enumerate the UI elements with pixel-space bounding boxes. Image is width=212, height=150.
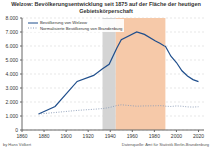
svg-text:1940: 1940 [105,133,116,139]
svg-text:6.000: 6.000 [8,43,18,49]
svg-text:1880: 1880 [38,133,49,139]
svg-text:1980: 1980 [149,133,160,139]
svg-text:1.000: 1.000 [8,113,18,119]
html-text:by Hans Völkert: by Hans Völkert [3,142,32,147]
svg-text:1960: 1960 [127,133,138,139]
svg-text:1900: 1900 [61,133,72,139]
svg-text:3.000: 3.000 [8,85,18,91]
svg-text:1920: 1920 [83,133,94,139]
svg-text:1860: 1860 [16,133,27,139]
html-text:Bevölkerung von Welzow: Bevölkerung von Welzow [40,20,87,25]
svg-text:2.000: 2.000 [8,99,18,105]
svg-text:8.000: 8.000 [8,15,18,21]
svg-text:2020: 2020 [193,133,204,139]
html-text:Normalisierte Bevölkerung von: Normalisierte Bevölkerung von Brandenbur… [40,25,123,31]
html-text:Welzow: Bevölkerungsentwicklun: Welzow: Bevölkerungsentwicklung seit 187… [11,1,201,14]
svg-text:2000: 2000 [171,133,182,139]
svg-text:7.000: 7.000 [8,29,18,35]
html-text:Datenquelle: Amt für Statistik: Datenquelle: Amt für Statistik Berlin-Br… [121,142,209,147]
svg-text:5.000: 5.000 [8,57,18,63]
svg-text:0: 0 [15,127,18,133]
svg-text:4.000: 4.000 [8,71,18,77]
